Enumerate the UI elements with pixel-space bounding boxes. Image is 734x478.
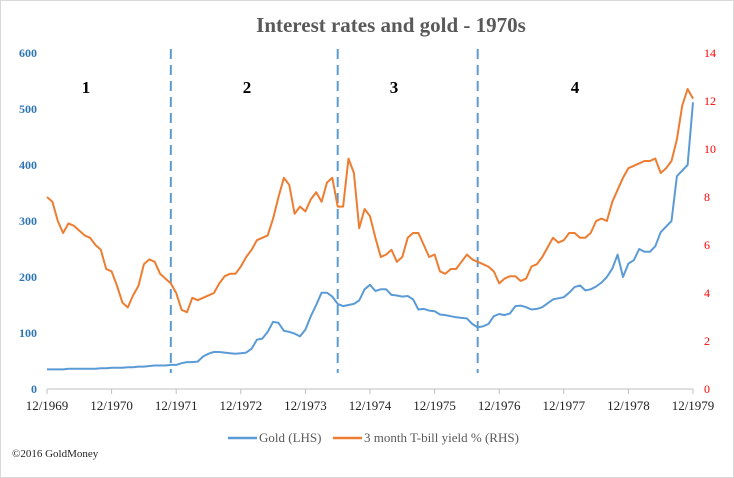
y-right-tick-label: 14 bbox=[704, 46, 716, 60]
chart-title: Interest rates and gold - 1970s bbox=[256, 13, 526, 37]
y-left-tick-label: 100 bbox=[19, 326, 37, 340]
y-right-tick-label: 10 bbox=[704, 142, 716, 156]
x-tick-label: 12/1974 bbox=[349, 398, 392, 413]
y-right-tick-label: 4 bbox=[704, 286, 710, 300]
x-tick-label: 12/1977 bbox=[542, 398, 585, 413]
y-left-tick-label: 600 bbox=[19, 46, 37, 60]
x-tick-label: 12/1978 bbox=[607, 398, 650, 413]
x-tick-label: 12/1975 bbox=[413, 398, 456, 413]
y-left-tick-label: 200 bbox=[19, 270, 37, 284]
y-right-tick-label: 6 bbox=[704, 238, 710, 252]
phase-label-4: 4 bbox=[571, 78, 580, 97]
y-right-tick-label: 12 bbox=[704, 94, 716, 108]
phase-label-3: 3 bbox=[390, 78, 399, 97]
x-tick-label: 12/1969 bbox=[26, 398, 69, 413]
x-tick-label: 12/1972 bbox=[219, 398, 262, 413]
x-tick-label: 12/1971 bbox=[155, 398, 198, 413]
x-tick-label: 12/1970 bbox=[90, 398, 133, 413]
y-right-tick-label: 0 bbox=[704, 382, 710, 396]
y-right-tick-label: 2 bbox=[704, 334, 710, 348]
y-left-tick-label: 400 bbox=[19, 158, 37, 172]
gold-price-line bbox=[47, 102, 694, 371]
phase-label-1: 1 bbox=[82, 78, 91, 97]
y-left-tick-label: 0 bbox=[31, 382, 37, 396]
x-tick-label: 12/1976 bbox=[478, 398, 521, 413]
tbill-yield-line bbox=[46, 88, 694, 314]
legend-label-gold: Gold (LHS) bbox=[259, 430, 321, 445]
phase-label-2: 2 bbox=[243, 78, 252, 97]
y-right-tick-label: 8 bbox=[704, 190, 710, 204]
legend: Gold (LHS) 3 month T-bill yield % (RHS) bbox=[228, 430, 519, 445]
x-tick-label: 12/1979 bbox=[672, 398, 715, 413]
copyright: ©2016 GoldMoney bbox=[12, 448, 99, 460]
y-left-tick-label: 300 bbox=[19, 214, 37, 228]
y-left-tick-label: 500 bbox=[19, 102, 37, 116]
legend-label-tbill: 3 month T-bill yield % (RHS) bbox=[364, 430, 519, 445]
x-tick-label: 12/1973 bbox=[284, 398, 327, 413]
